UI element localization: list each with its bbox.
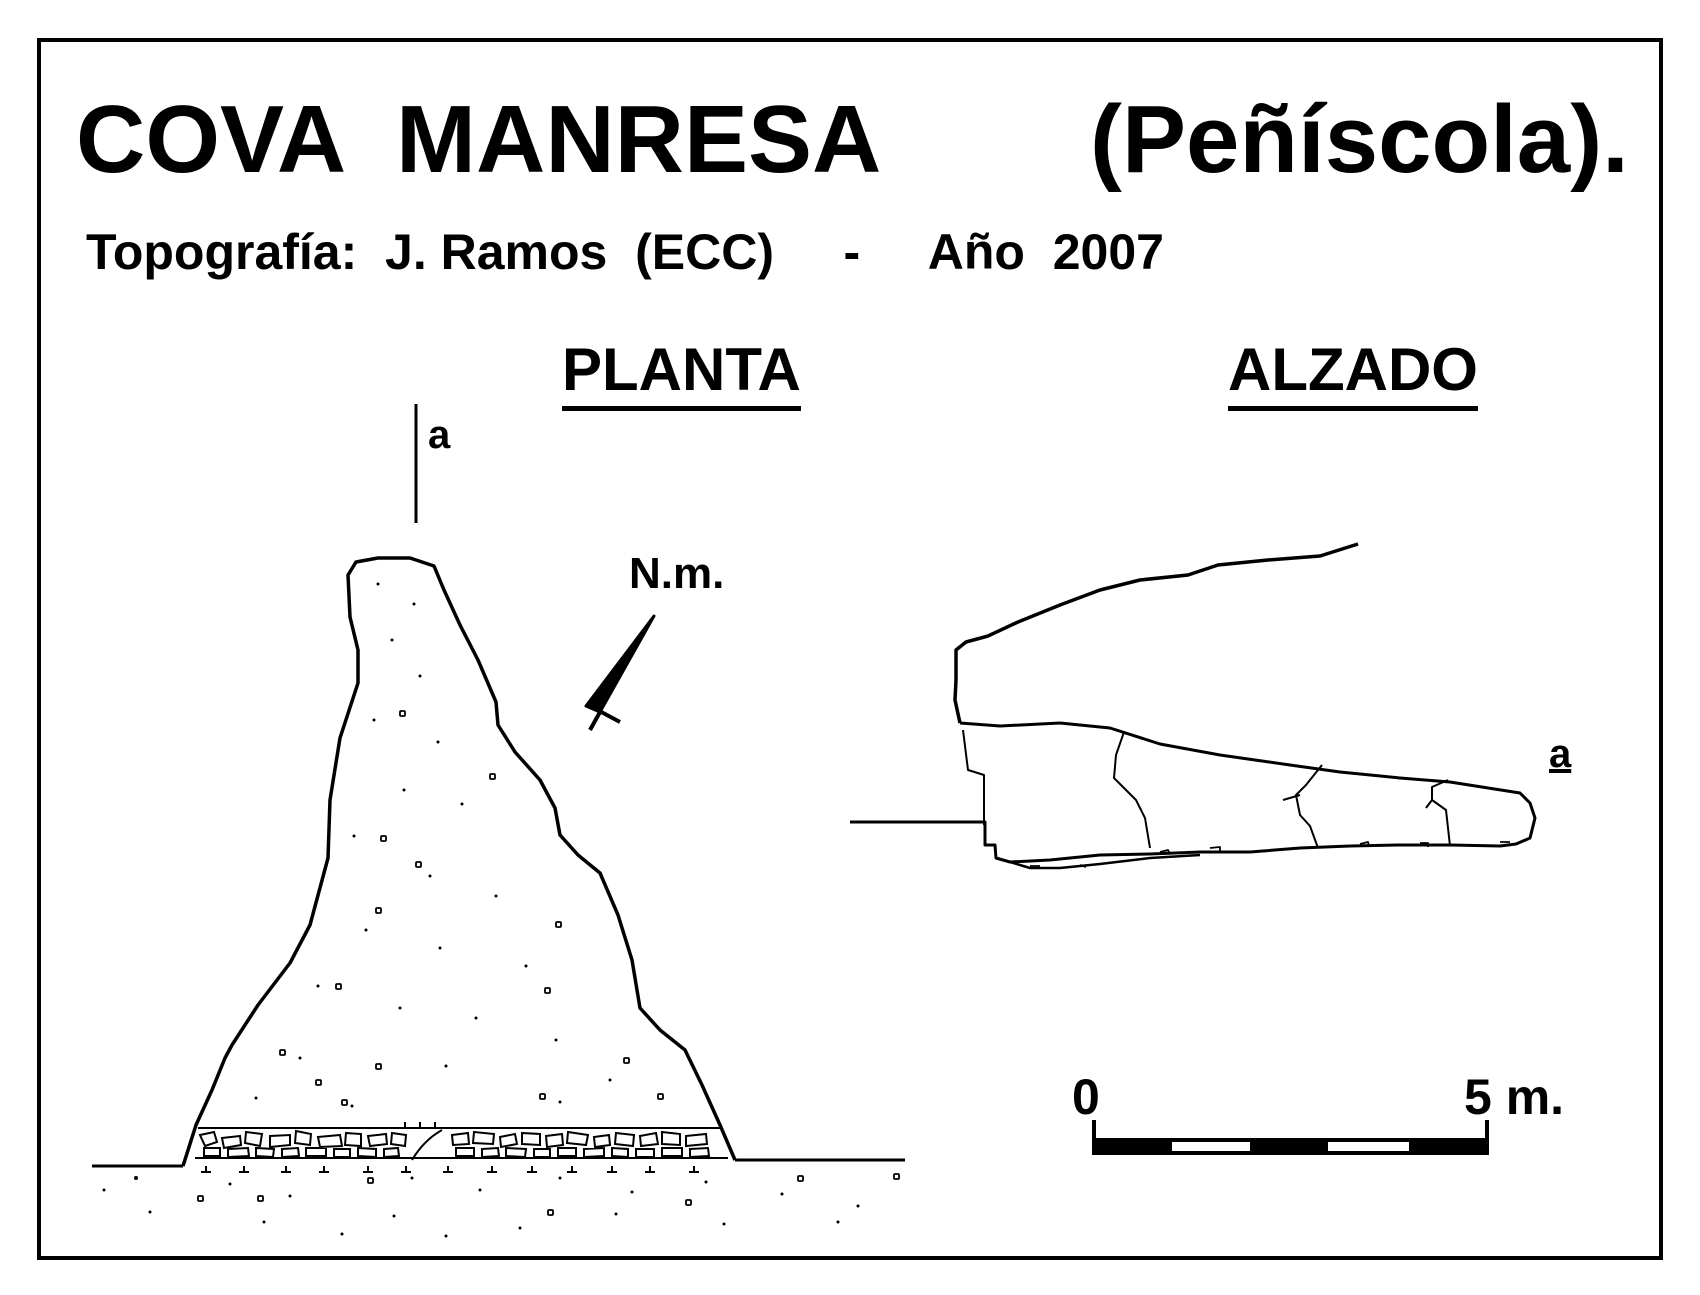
plan-rubble-band: [195, 1122, 728, 1161]
elevation-heading: ALZADO: [1228, 340, 1478, 411]
drawing-frame: [37, 38, 1663, 1260]
elevation-floor: [1009, 853, 1201, 870]
plan-cave-outline: [181, 556, 737, 1167]
cave-title: COVA MANRESA: [76, 86, 882, 193]
north-arrow-icon: [584, 614, 656, 731]
survey-credits: Topografía: J. Ramos (ECC) - Año 2007: [86, 224, 1164, 280]
location-subtitle: (Peñíscola).: [1090, 86, 1629, 193]
plan-ground-stipple: [102, 1176, 860, 1238]
plan-heading: PLANTA: [562, 340, 801, 411]
elevation-view: [850, 542, 1537, 870]
elevation-section-mark: a: [1549, 732, 1572, 776]
elevation-cracks: [962, 729, 1451, 849]
plan-floor-stipple: [254, 582, 612, 1108]
elevation-ceiling: [953, 542, 1359, 724]
north-label: N.m.: [629, 549, 725, 598]
plan-section-mark: a: [428, 413, 451, 457]
scale-bar: [1092, 1120, 1489, 1155]
plan-floor-ticks: [201, 1166, 699, 1173]
plan-view: [92, 404, 905, 1238]
elevation-roof-line: [850, 721, 1537, 864]
elevation-floor-detail: [1030, 841, 1510, 868]
scale-end-label: 5 m.: [1464, 1069, 1565, 1125]
scale-start-label: 0: [1072, 1069, 1100, 1125]
